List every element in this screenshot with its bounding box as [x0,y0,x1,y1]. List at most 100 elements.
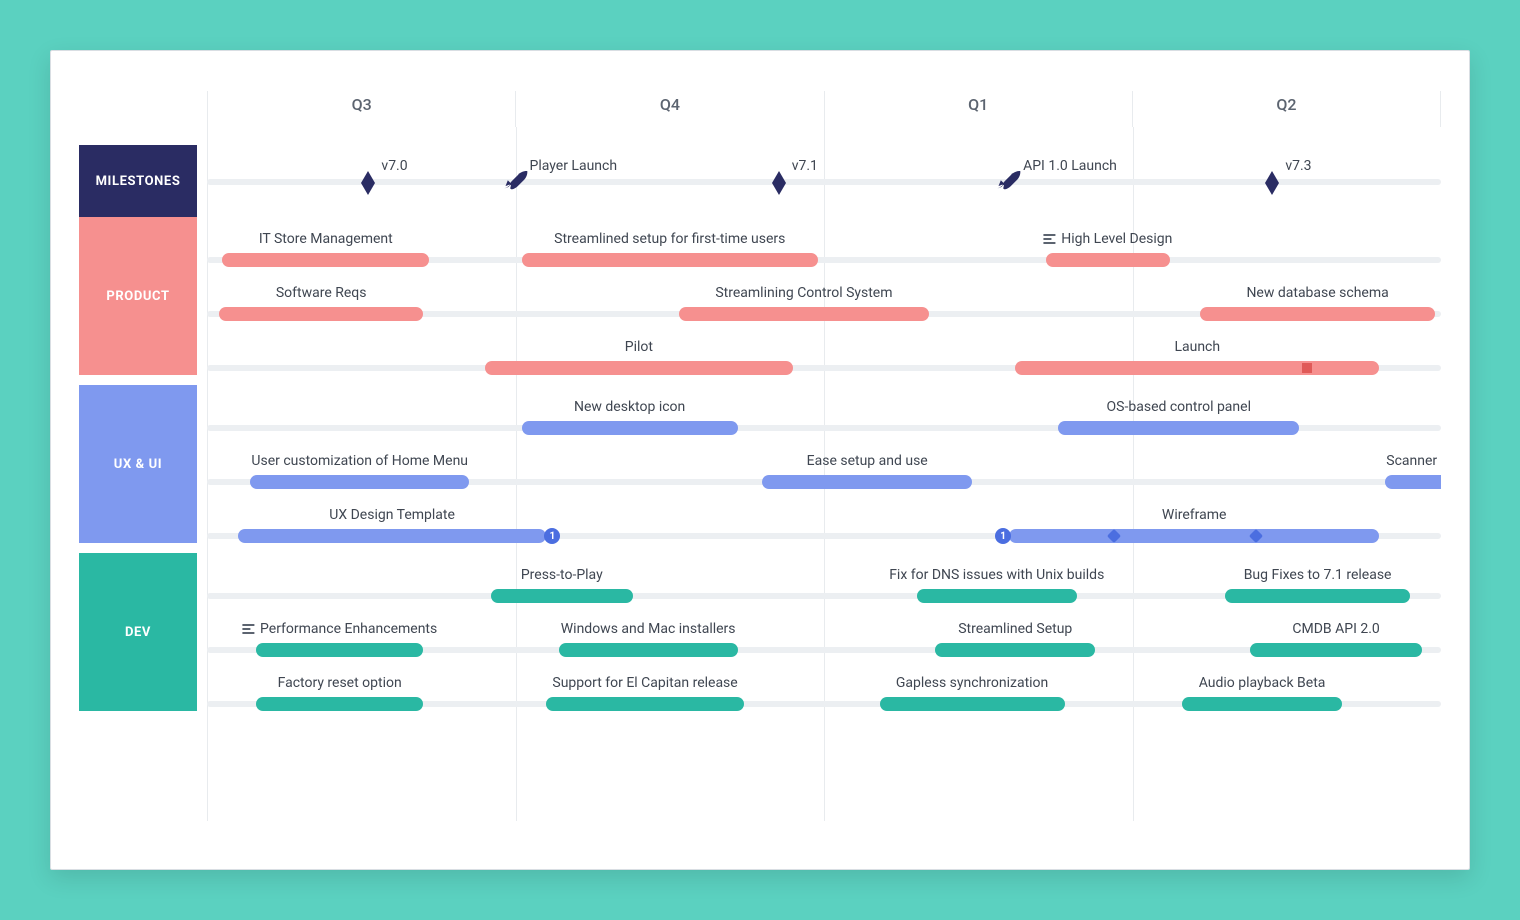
bar-label-text: Windows and Mac installers [561,621,736,637]
gantt-bar[interactable] [222,253,429,267]
bar-label-text: Software Reqs [276,285,367,301]
gantt-bar[interactable] [219,307,423,321]
gantt-bar[interactable] [917,589,1077,603]
milestone-label: API 1.0 Launch [1023,158,1117,174]
gantt-bar-label: Windows and Mac installers [561,621,736,637]
milestone-label: Player Launch [530,158,618,174]
milestone-label: v7.1 [792,158,818,174]
bar-label-text: Scanner Impro [1386,453,1441,469]
count-badge: 1 [995,528,1011,544]
lane-row: Press-to-Play Fix for DNS issues with Uni… [207,553,1441,607]
gantt-bar-label: UX Design Template [329,507,455,523]
gantt-bar-label: Streamlined Setup [958,621,1072,637]
diamond-icon [1265,171,1277,193]
gantt-bar[interactable] [1015,361,1379,375]
gantt-bar-label: Press-to-Play [521,567,603,583]
gantt-bar-label: CMDB API 2.0 [1292,621,1379,637]
gantt-bar[interactable] [1009,529,1379,543]
gantt-bar[interactable] [485,361,794,375]
lane-label-text: DEV [125,625,151,640]
lane-label: UX & UI [79,385,197,543]
lane-row: Software Reqs Streamlining Control System… [207,271,1441,325]
bar-label-text: Wireframe [1162,507,1227,523]
timeline-column: Q3Q4Q1Q2 v7.0 Player Launch v7.1 API 1.0 La… [207,91,1441,821]
gantt-bar-label: OS-based control panel [1107,399,1251,415]
gantt-bar[interactable] [1250,643,1423,657]
lane-label-column: MILESTONES PRODUCT UX & UI DEV [79,91,207,821]
lane-label-text: PRODUCT [106,289,169,304]
gantt-bar[interactable] [256,643,423,657]
bar-label-text: Streamlining Control System [715,285,892,301]
gantt-bar-label: Software Reqs [276,285,367,301]
lane-label: MILESTONES [79,145,197,217]
gantt-bar-label: Wireframe [1162,507,1227,523]
diamond-icon [361,171,373,193]
gantt-bar-label: Performance Enhancements [242,621,437,637]
gantt-bar-label: Pilot [625,339,653,355]
lane-label: DEV [79,553,197,711]
gantt-bar[interactable] [1385,475,1441,489]
gantt-bar[interactable] [679,307,929,321]
gantt-bar[interactable] [1182,697,1342,711]
gantt-bar[interactable] [1058,421,1299,435]
gantt-bar[interactable] [522,421,738,435]
list-icon [242,624,254,634]
bar-label-text: Gapless synchronization [896,675,1048,691]
bar-label-text: Fix for DNS issues with Unix builds [889,567,1104,583]
gantt-bar[interactable] [935,643,1095,657]
bar-label-text: Factory reset option [278,675,402,691]
gantt-bar[interactable] [250,475,469,489]
lane-label-text: MILESTONES [96,174,181,189]
lane-row: User customization of Home MenuEase setu… [207,439,1441,493]
lane-row: Pilot Launch [207,325,1441,379]
gantt-bar[interactable] [762,475,972,489]
gantt-bar-label: Fix for DNS issues with Unix builds [889,567,1104,583]
bar-label-text: New database schema [1246,285,1388,301]
gantt-bar[interactable] [256,697,423,711]
gantt-bar-label: High Level Design [1043,231,1172,247]
flag-icon [1302,363,1312,373]
lane-row: UX Design Template 1 Wireframe 1 [207,493,1441,547]
bar-label-text: UX Design Template [329,507,455,523]
bar-label-text: OS-based control panel [1107,399,1251,415]
gantt-bar[interactable] [491,589,633,603]
gantt-bar[interactable] [1200,307,1434,321]
gantt-bar-label: Scanner Impro [1386,453,1441,469]
bar-label-text: CMDB API 2.0 [1292,621,1379,637]
gantt-bar-label: Support for El Capitan release [552,675,737,691]
gantt-bar-label: Gapless synchronization [896,675,1048,691]
gantt-bar[interactable] [1046,253,1169,267]
lane-label: PRODUCT [79,217,197,375]
bar-label-text: IT Store Management [259,231,393,247]
rocket-icon [995,163,1023,195]
list-icon [1043,234,1055,244]
bar-label-text: Support for El Capitan release [552,675,737,691]
bar-label-text: New desktop icon [574,399,685,415]
gantt-bar-label: IT Store Management [259,231,393,247]
bar-label-text: Launch [1174,339,1220,355]
quarter-header: Q3 [207,91,515,127]
quarter-header-row: Q3Q4Q1Q2 [207,91,1441,127]
milestone-label: v7.0 [381,158,407,174]
gantt-bar[interactable] [522,253,818,267]
gantt-bar[interactable] [546,697,743,711]
gantt-bar-label: Streamlined setup for first-time users [554,231,785,247]
count-badge: 1 [544,528,560,544]
lane-row: New desktop icon OS-based control panel [207,385,1441,439]
bar-label-text: Streamlined Setup [958,621,1072,637]
bar-label-text: Bug Fixes to 7.1 release [1244,567,1392,583]
gantt-bar-label: New desktop icon [574,399,685,415]
gantt-bar-label: Streamlining Control System [715,285,892,301]
lane-row: IT Store Management Streamlined setup for… [207,217,1441,271]
gantt-bar-label: Ease setup and use [807,453,928,469]
gantt-bar-label: Factory reset option [278,675,402,691]
gantt-bar[interactable] [880,697,1065,711]
gantt-bar-label: New database schema [1246,285,1388,301]
gantt-bar[interactable] [238,529,547,543]
diamond-icon [772,171,784,193]
bar-label-text: Audio playback Beta [1199,675,1326,691]
gantt-bar-label: Bug Fixes to 7.1 release [1244,567,1392,583]
gantt-bar[interactable] [559,643,738,657]
gantt-bar[interactable] [1225,589,1410,603]
lane-row: Performance Enhancements Windows and Mac … [207,607,1441,661]
